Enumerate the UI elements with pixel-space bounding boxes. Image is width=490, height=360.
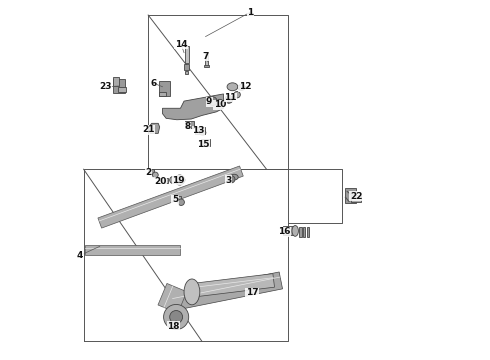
Bar bbox=[173, 196, 181, 201]
Bar bbox=[307, 227, 309, 237]
Text: 4: 4 bbox=[77, 251, 83, 260]
Bar bbox=[159, 81, 170, 96]
Ellipse shape bbox=[292, 226, 298, 236]
Circle shape bbox=[164, 305, 189, 329]
Text: 6: 6 bbox=[150, 79, 157, 88]
Text: 21: 21 bbox=[142, 125, 154, 134]
Text: 20: 20 bbox=[154, 177, 166, 186]
Text: 10: 10 bbox=[214, 100, 226, 109]
Bar bbox=[184, 64, 190, 70]
Text: 23: 23 bbox=[99, 82, 111, 91]
Circle shape bbox=[175, 175, 185, 185]
Polygon shape bbox=[158, 283, 187, 313]
Bar bbox=[113, 79, 124, 93]
Polygon shape bbox=[149, 123, 160, 134]
Polygon shape bbox=[163, 94, 223, 120]
Ellipse shape bbox=[167, 306, 185, 328]
Text: 12: 12 bbox=[239, 82, 251, 91]
Bar bbox=[159, 92, 166, 96]
Bar bbox=[303, 227, 305, 237]
Bar bbox=[185, 46, 189, 63]
Text: 16: 16 bbox=[278, 228, 291, 237]
Text: 18: 18 bbox=[167, 322, 179, 331]
Text: 19: 19 bbox=[172, 176, 185, 185]
Bar bbox=[148, 169, 154, 174]
Text: 5: 5 bbox=[172, 195, 178, 204]
Polygon shape bbox=[191, 274, 274, 297]
Bar bbox=[205, 52, 208, 66]
Text: 22: 22 bbox=[350, 192, 363, 201]
Circle shape bbox=[152, 172, 158, 178]
Bar bbox=[345, 188, 356, 203]
Circle shape bbox=[170, 176, 177, 184]
Circle shape bbox=[225, 95, 233, 103]
Bar bbox=[186, 71, 188, 74]
Bar bbox=[113, 77, 119, 86]
Polygon shape bbox=[172, 272, 283, 310]
Circle shape bbox=[208, 97, 217, 105]
Circle shape bbox=[228, 176, 235, 183]
Text: 15: 15 bbox=[197, 140, 210, 149]
Circle shape bbox=[178, 199, 184, 206]
Text: 1: 1 bbox=[247, 8, 253, 17]
Bar bbox=[201, 139, 210, 145]
Polygon shape bbox=[85, 245, 180, 255]
Ellipse shape bbox=[199, 130, 206, 135]
Bar bbox=[161, 178, 168, 183]
Ellipse shape bbox=[227, 83, 238, 91]
Bar bbox=[195, 127, 205, 134]
Text: 14: 14 bbox=[175, 40, 188, 49]
Bar bbox=[283, 226, 294, 235]
Circle shape bbox=[234, 91, 240, 98]
Bar bbox=[119, 87, 126, 92]
Text: 11: 11 bbox=[224, 93, 237, 102]
Text: 13: 13 bbox=[192, 126, 205, 135]
Polygon shape bbox=[98, 166, 243, 228]
Ellipse shape bbox=[238, 85, 245, 90]
Circle shape bbox=[216, 99, 223, 107]
Bar bbox=[204, 64, 209, 67]
Text: 3: 3 bbox=[226, 176, 232, 185]
Bar bbox=[299, 227, 302, 237]
Text: 17: 17 bbox=[246, 288, 259, 297]
Circle shape bbox=[170, 311, 183, 323]
Ellipse shape bbox=[184, 279, 200, 305]
Text: 2: 2 bbox=[145, 168, 151, 177]
Text: 9: 9 bbox=[206, 97, 212, 106]
Text: 8: 8 bbox=[185, 122, 191, 131]
Bar bbox=[185, 121, 194, 128]
Text: 7: 7 bbox=[202, 52, 209, 61]
Bar bbox=[351, 195, 361, 202]
Ellipse shape bbox=[230, 174, 238, 180]
